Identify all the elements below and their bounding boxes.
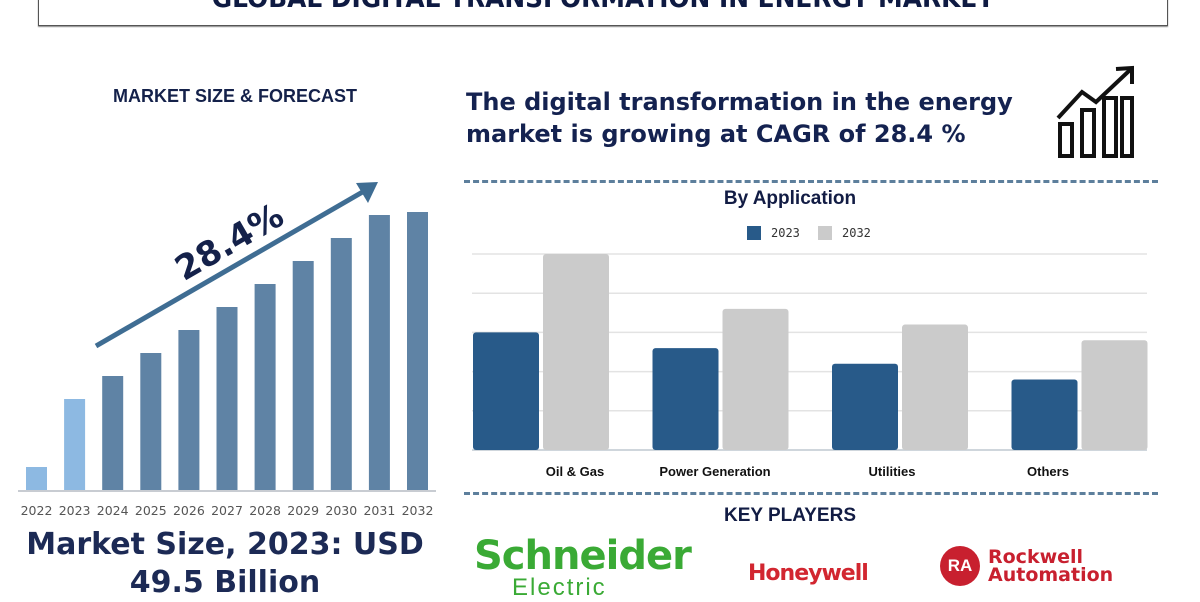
bar-2032 [407, 212, 428, 491]
bar-oil-gas-2032 [543, 254, 609, 450]
x-tick-label: 2029 [287, 503, 319, 518]
chart-title: By Application [723, 188, 857, 209]
bar-2029 [292, 261, 314, 491]
bar-2022 [26, 467, 47, 491]
x-tick-label: 2032 [402, 503, 434, 518]
x-tick-label: 2026 [173, 503, 205, 518]
x-tick-label: 2031 [363, 503, 395, 518]
bar-2030 [330, 238, 352, 491]
growth-arrow-icon [94, 187, 368, 349]
ra-emblem-icon: RA [940, 546, 980, 586]
market-size-line1: Market Size, 2023: USD [26, 527, 424, 562]
legend-label: 2032 [842, 226, 871, 240]
legend-swatch [818, 226, 832, 240]
title-banner: GLOBAL DIGITAL TRANSFORMATION IN ENERGY … [38, 0, 1168, 26]
bar-others-2032 [1081, 340, 1148, 450]
legend-swatch [747, 226, 761, 240]
legend-label: 2023 [771, 226, 800, 240]
x-tick-label: 2024 [97, 503, 129, 518]
bar-2025 [140, 353, 162, 491]
category-label: Utilities [869, 464, 916, 479]
x-tick-label: 2030 [325, 503, 357, 518]
category-label: Others [1027, 464, 1069, 479]
bar-others-2023 [1011, 379, 1078, 450]
bar-utilities-2023 [832, 363, 898, 450]
page-title: GLOBAL DIGITAL TRANSFORMATION IN ENERGY … [84, 0, 1122, 14]
bar-2028 [254, 284, 276, 491]
bar-2026 [178, 330, 200, 491]
rockwell-automation-logo: RA Rockwell Automation [940, 546, 1113, 586]
bar-2031 [368, 215, 390, 491]
bar-chart-growth-arrow-icon [1056, 65, 1134, 158]
bar-2023 [64, 399, 86, 491]
x-tick-label: 2025 [135, 503, 167, 518]
arrow-head-icon [356, 182, 378, 203]
category-label: Power Generation [659, 464, 770, 479]
market-size-text: Market Size, 2023: USD 49.5 Billion [0, 526, 450, 602]
bar-2024 [102, 376, 124, 491]
market-forecast-heading: MARKET SIZE & FORECAST [112, 86, 357, 106]
application-chart: Oil & Gas Power Generation Utilities Others [472, 253, 1148, 479]
key-players-heading: KEY PLAYERS [724, 505, 856, 526]
x-tick-label: 2027 [211, 503, 243, 518]
honeywell-logo: Honeywell [748, 561, 869, 586]
market-size-line2: 49.5 Billion [129, 565, 321, 600]
legend-item-2032: 2032 [818, 226, 871, 240]
section-divider [464, 492, 1158, 495]
bar-oil-gas-2023 [473, 332, 539, 450]
market-forecast-chart: 2022 2023 2024 2025 2026 2027 2028 2029 2030 2031… [18, 182, 436, 518]
x-tick-label: 2022 [21, 503, 53, 518]
bar-power-generation-2023 [652, 348, 719, 450]
bar-power-generation-2032 [722, 308, 789, 450]
schneider-electric-logo: Schneider Electric [474, 533, 692, 601]
legend-item-2023: 2023 [747, 226, 800, 240]
cagr-headline: The digital transformation in the energy… [466, 88, 1013, 148]
bar-utilities-2032 [902, 324, 968, 450]
x-tick-label: 2023 [59, 503, 91, 518]
section-divider [464, 180, 1158, 183]
bar-2027 [216, 307, 238, 491]
x-tick-label: 2028 [249, 503, 281, 518]
category-label: Oil & Gas [546, 464, 605, 479]
